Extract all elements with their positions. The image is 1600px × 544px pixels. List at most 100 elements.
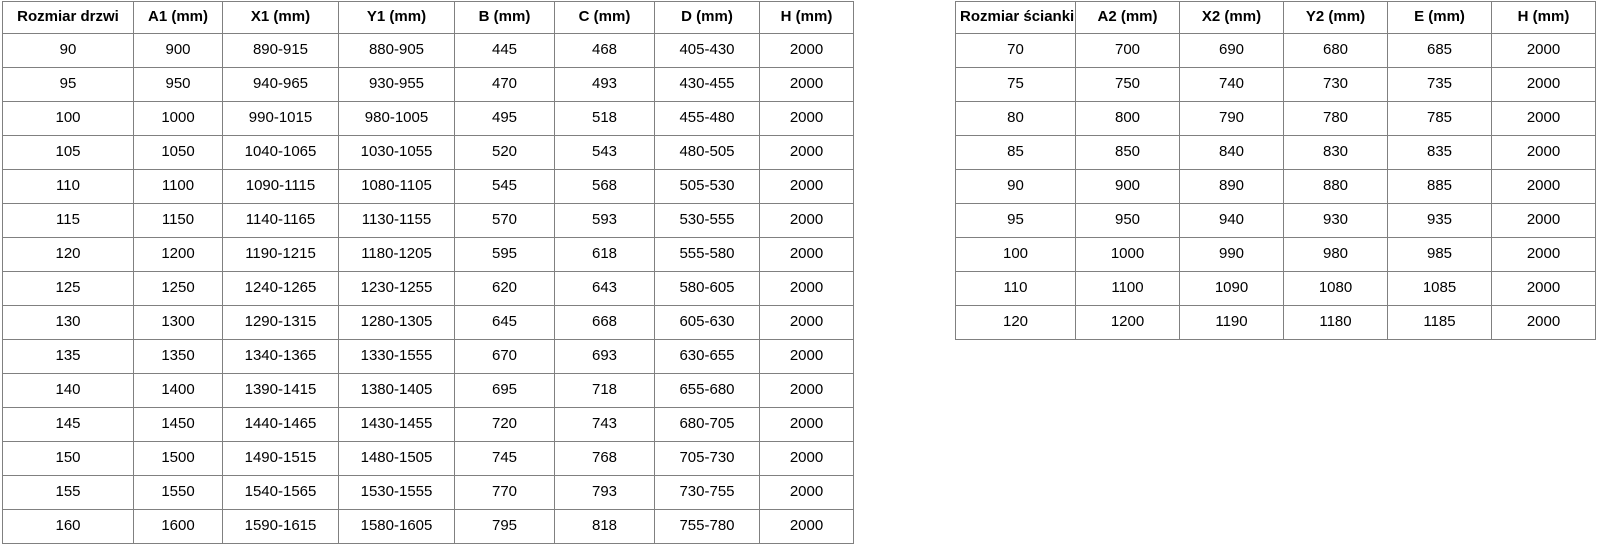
door-cell: 1240-1265 [222, 271, 339, 306]
door-cell: 1350 [133, 339, 223, 374]
table-row: 95 950 940-965 930-955 470 493 430-455 2000 [2, 67, 854, 102]
door-cell: 105 [2, 135, 134, 170]
door-cell: 2000 [759, 67, 854, 102]
door-cell: 670 [454, 339, 555, 374]
wall-cell: 740 [1179, 67, 1284, 102]
wall-cell: 780 [1283, 101, 1388, 136]
door-cell: 818 [554, 509, 655, 544]
wall-cell: 1090 [1179, 271, 1284, 306]
door-cell: 405-430 [654, 33, 760, 68]
wall-cell: 2000 [1491, 33, 1596, 68]
door-cell: 1250 [133, 271, 223, 306]
table-row: 90 900 890-915 880-905 445 468 405-430 2000 [2, 33, 854, 68]
door-cell: 1330-1555 [338, 339, 455, 374]
door-cell: 2000 [759, 373, 854, 408]
door-cell: 1030-1055 [338, 135, 455, 170]
door-cell: 1380-1405 [338, 373, 455, 408]
door-cell: 1180-1205 [338, 237, 455, 272]
door-cell: 555-580 [654, 237, 760, 272]
door-cell: 518 [554, 101, 655, 136]
door-cell: 730-755 [654, 475, 760, 510]
table-row: 105 1050 1040-1065 1030-1055 520 543 480-505 20… [2, 135, 854, 170]
wall-cell: 85 [955, 135, 1076, 170]
door-cell: 680-705 [654, 407, 760, 442]
door-cell: 115 [2, 203, 134, 238]
door-cell: 950 [133, 67, 223, 102]
wall-cell: 890 [1179, 169, 1284, 204]
door-cell: 545 [454, 169, 555, 204]
wall-cell: 2000 [1491, 305, 1596, 340]
wall-table-body: 70 700 690 680 685 2000 75 750 740 730 735 2000 80 80… [955, 33, 1596, 340]
door-cell: 140 [2, 373, 134, 408]
door-cell: 530-555 [654, 203, 760, 238]
door-cell: 655-680 [654, 373, 760, 408]
wall-cell: 90 [955, 169, 1076, 204]
wall-cell: 2000 [1491, 271, 1596, 306]
wall-cell: 950 [1075, 203, 1180, 238]
table-row: 125 1250 1240-1265 1230-1255 620 643 580-605 20… [2, 271, 854, 306]
table-row: 140 1400 1390-1415 1380-1405 695 718 655-680 20… [2, 373, 854, 408]
door-cell: 795 [454, 509, 555, 544]
door-cell: 455-480 [654, 101, 760, 136]
door-cell: 940-965 [222, 67, 339, 102]
wall-cell: 75 [955, 67, 1076, 102]
wall-cell: 750 [1075, 67, 1180, 102]
table-row: 130 1300 1290-1315 1280-1305 645 668 605-630 20… [2, 305, 854, 340]
table-row: 110 1100 1090 1080 1085 2000 [955, 271, 1596, 306]
door-cell: 605-630 [654, 305, 760, 340]
door-cell: 445 [454, 33, 555, 68]
table-row: 160 1600 1590-1615 1580-1605 795 818 755-780 20… [2, 509, 854, 544]
door-cell: 718 [554, 373, 655, 408]
door-cell: 768 [554, 441, 655, 476]
table-row: 95 950 940 930 935 2000 [955, 203, 1596, 238]
door-cell: 1130-1155 [338, 203, 455, 238]
wall-dimensions-table: Rozmiar ścianki A2 (mm) X2 (mm) Y2 (mm) E (m… [955, 1, 1596, 340]
door-cell: 130 [2, 305, 134, 340]
door-cell: 1590-1615 [222, 509, 339, 544]
table-row: 100 1000 990 980 985 2000 [955, 237, 1596, 272]
door-cell: 668 [554, 305, 655, 340]
door-cell: 1040-1065 [222, 135, 339, 170]
wall-cell: 100 [955, 237, 1076, 272]
wall-cell: 1200 [1075, 305, 1180, 340]
door-cell: 2000 [759, 441, 854, 476]
wall-cell: 1080 [1283, 271, 1388, 306]
door-cell: 1090-1115 [222, 169, 339, 204]
table-row: 75 750 740 730 735 2000 [955, 67, 1596, 102]
wall-cell: 2000 [1491, 203, 1596, 238]
door-cell: 1440-1465 [222, 407, 339, 442]
door-cell: 110 [2, 169, 134, 204]
wall-column-header: Y2 (mm) [1283, 1, 1388, 34]
door-cell: 2000 [759, 237, 854, 272]
door-cell: 493 [554, 67, 655, 102]
wall-column-header: E (mm) [1387, 1, 1492, 34]
table-header-row: Rozmiar drzwi A1 (mm) X1 (mm) Y1 (mm) B (mm)… [2, 1, 854, 34]
door-cell: 645 [454, 305, 555, 340]
door-cell: 2000 [759, 33, 854, 68]
door-cell: 2000 [759, 475, 854, 510]
wall-cell: 80 [955, 101, 1076, 136]
wall-column-header: Rozmiar ścianki [955, 1, 1076, 34]
door-cell: 120 [2, 237, 134, 272]
wall-cell: 1180 [1283, 305, 1388, 340]
door-cell: 495 [454, 101, 555, 136]
wall-cell: 1190 [1179, 305, 1284, 340]
wall-column-header: X2 (mm) [1179, 1, 1284, 34]
door-cell: 90 [2, 33, 134, 68]
door-cell: 1530-1555 [338, 475, 455, 510]
wall-cell: 680 [1283, 33, 1388, 68]
wall-cell: 885 [1387, 169, 1492, 204]
wall-table-header: Rozmiar ścianki A2 (mm) X2 (mm) Y2 (mm) E (m… [955, 1, 1596, 34]
wall-cell: 935 [1387, 203, 1492, 238]
wall-cell: 800 [1075, 101, 1180, 136]
wall-cell: 985 [1387, 237, 1492, 272]
door-column-header: D (mm) [654, 1, 760, 34]
wall-cell: 980 [1283, 237, 1388, 272]
door-cell: 520 [454, 135, 555, 170]
door-cell: 155 [2, 475, 134, 510]
door-cell: 793 [554, 475, 655, 510]
wall-cell: 2000 [1491, 237, 1596, 272]
door-cell: 755-780 [654, 509, 760, 544]
door-cell: 568 [554, 169, 655, 204]
